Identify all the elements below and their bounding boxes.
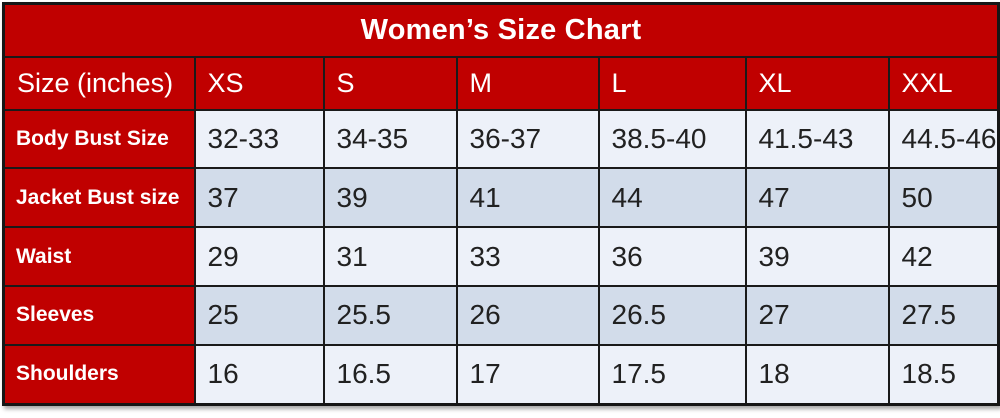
title-row: Women’s Size Chart [2,2,1000,58]
table-row-body-bust: Body Bust Size 32-33 34-35 36-37 38.5-40… [2,108,1000,170]
chart-title: Women’s Size Chart [2,2,1000,58]
table-cell: 39 [322,167,458,229]
table-cell: 32-33 [193,108,325,170]
table-cell: 25.5 [322,284,458,346]
header-cell-m: M [455,55,600,111]
table-cell: 27 [744,284,890,346]
table-cell: 42 [887,226,1000,287]
table-cell: 50 [887,167,1000,229]
table-cell: 27.5 [887,284,1000,346]
table-cell: 38.5-40 [597,108,747,170]
table-row-jacket-bust: Jacket Bust size 37 39 41 44 47 50 [2,167,1000,229]
size-chart-table: Women’s Size Chart Size (inches) XS S M … [2,2,1000,406]
row-label-body-bust: Body Bust Size [2,108,196,170]
table-cell: 16 [193,343,325,406]
table-cell: 31 [322,226,458,287]
header-cell-xl: XL [744,55,890,111]
row-label-shoulders: Shoulders [2,343,196,406]
table-cell: 29 [193,226,325,287]
table-row-waist: Waist 29 31 33 36 39 42 [2,226,1000,287]
table-cell: 44.5-46 [887,108,1000,170]
table-cell: 34-35 [322,108,458,170]
table-cell: 17 [455,343,600,406]
row-label-jacket-bust: Jacket Bust size [2,167,196,229]
header-row: Size (inches) XS S M L XL XXL [2,55,1000,111]
header-cell-size-label: Size (inches) [2,55,196,111]
table-cell: 17.5 [597,343,747,406]
table-cell: 16.5 [322,343,458,406]
table-cell: 26.5 [597,284,747,346]
header-cell-xs: XS [193,55,325,111]
table-cell: 36-37 [455,108,600,170]
table-cell: 44 [597,167,747,229]
header-cell-xxl: XXL [887,55,1000,111]
table-cell: 18 [744,343,890,406]
row-label-waist: Waist [2,226,196,287]
row-label-sleeves: Sleeves [2,284,196,346]
header-cell-l: L [597,55,747,111]
table-cell: 26 [455,284,600,346]
table-row-sleeves: Sleeves 25 25.5 26 26.5 27 27.5 [2,284,1000,346]
table-cell: 41 [455,167,600,229]
table-cell: 18.5 [887,343,1000,406]
table-row-shoulders: Shoulders 16 16.5 17 17.5 18 18.5 [2,343,1000,406]
table-cell: 41.5-43 [744,108,890,170]
table-cell: 47 [744,167,890,229]
table-cell: 39 [744,226,890,287]
table-cell: 36 [597,226,747,287]
table-cell: 33 [455,226,600,287]
table-cell: 37 [193,167,325,229]
table-cell: 25 [193,284,325,346]
header-cell-s: S [322,55,458,111]
